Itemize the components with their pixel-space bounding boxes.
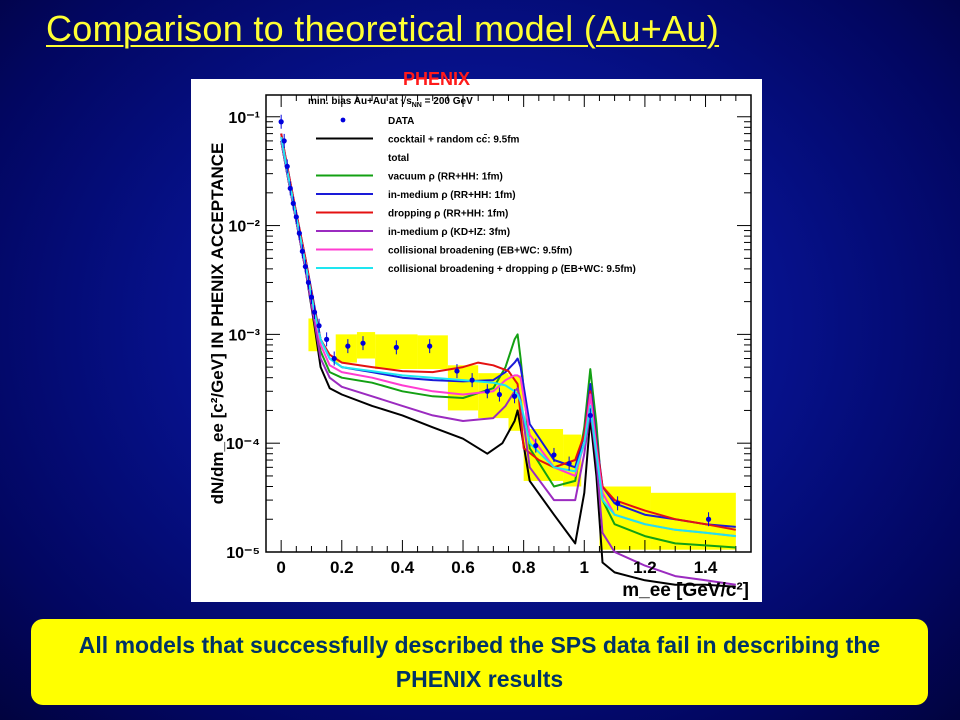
data-point [393, 344, 399, 350]
data-point [496, 391, 503, 398]
y-tick-label: 10⁻¹ [228, 110, 260, 127]
x-tick-label: 1.2 [633, 558, 657, 577]
legend-header-subscript: NN [412, 102, 422, 109]
y-tick-label: 10⁻² [228, 219, 260, 236]
data-point [302, 263, 309, 270]
plot-frame-border [265, 94, 752, 553]
y-tick-label: 10⁻⁴ [226, 436, 260, 453]
curve-cocktail [280, 140, 736, 588]
y-axis-title: dN/dm_ee [c²/GeV] IN PHENIX ACCEPTANCE [208, 143, 227, 505]
x-tick-label: 0.4 [391, 558, 415, 577]
legend-label: cocktail + random cc̄: 9.5fm [388, 133, 520, 145]
phenix-dielectron-chart: min. bias Au+Au at √sNN = 200 GeV DATA coc… [208, 94, 752, 601]
legend-header-suffix: = 200 GeV [422, 96, 473, 107]
data-point [587, 412, 593, 419]
data-point [308, 294, 315, 300]
data-point [484, 388, 490, 394]
plot-frame: min. bias Au+Au at √sNN = 200 GeV DATA coc… [191, 69, 762, 602]
legend-marker-data [340, 117, 346, 123]
legend-label: collisional broadening (EB+WC: 9.5fm) [388, 246, 572, 257]
data-point [278, 119, 284, 125]
data-point [305, 279, 312, 286]
sys-error-box [356, 332, 376, 359]
sys-error-box [335, 334, 357, 363]
data-point [454, 368, 460, 374]
x-tick-label: 1 [580, 558, 589, 577]
data-points [278, 114, 712, 527]
data-point [293, 214, 299, 220]
y-tick-label: 10⁻⁵ [226, 545, 260, 562]
data-point [615, 500, 621, 506]
data-point [566, 460, 572, 467]
conclusion-box: All models that successfully described t… [31, 619, 928, 705]
data-point [705, 516, 712, 522]
data-point [284, 163, 290, 169]
data-point [316, 323, 322, 329]
phenix-banner: PHENIX [403, 69, 471, 89]
legend-label: dropping ρ (RR+HH: 1fm) [388, 209, 508, 220]
data-point [427, 343, 433, 349]
data-point [299, 248, 305, 254]
x-tick-label: 1.4 [694, 558, 718, 577]
x-axis-title: m_ee [GeV/c²] [622, 580, 749, 601]
legend-label: in-medium ρ (KD+IZ: 3fm) [388, 227, 510, 238]
data-point [290, 200, 296, 206]
data-point [296, 230, 302, 236]
legend-label: in-medium ρ (RR+HH: 1fm) [388, 190, 516, 201]
legend-label: collisional broadening + dropping ρ (EB+… [388, 264, 636, 275]
legend-label: DATA [388, 116, 414, 127]
data-point [287, 185, 293, 191]
y-tick-label: 10⁻³ [228, 327, 260, 344]
sys-error-box [447, 365, 479, 411]
legend: min. bias Au+Au at √sNN = 200 GeV DATA coc… [308, 96, 636, 275]
sys-error-box [308, 318, 318, 352]
data-point [331, 355, 337, 362]
x-tick-label: 0.8 [512, 558, 536, 577]
data-point [511, 393, 518, 399]
x-tick-label: 0 [276, 558, 285, 577]
conclusion-text: All models that successfully described t… [78, 632, 881, 692]
sys-error-box [523, 429, 564, 481]
data-point [345, 343, 351, 349]
curve-collisional [280, 136, 736, 538]
legend-label: vacuum ρ (RR+HH: 1fm) [388, 172, 503, 183]
slide-title: Comparison to theoretical model (Au+Au) [46, 8, 720, 49]
sys-error-box [417, 335, 448, 370]
data-point [533, 443, 539, 449]
legend-header: min. bias Au+Au at √sNN = 200 GeV [308, 96, 473, 109]
x-tick-label: 0.6 [451, 558, 475, 577]
axis-labels: 0 0.2 0.4 0.6 0.8 1 1.2 1.4 10⁻¹ 10⁻² 10⁻³ 10⁻⁴ 10⁻⁵… [208, 110, 749, 601]
data-point [551, 452, 557, 458]
data-point [324, 336, 330, 342]
data-point [311, 309, 318, 315]
x-tick-label: 0.2 [330, 558, 354, 577]
data-point [469, 377, 475, 383]
data-point [360, 340, 366, 346]
data-point [281, 138, 287, 144]
legend-label: total [388, 153, 409, 164]
axes [265, 94, 752, 553]
